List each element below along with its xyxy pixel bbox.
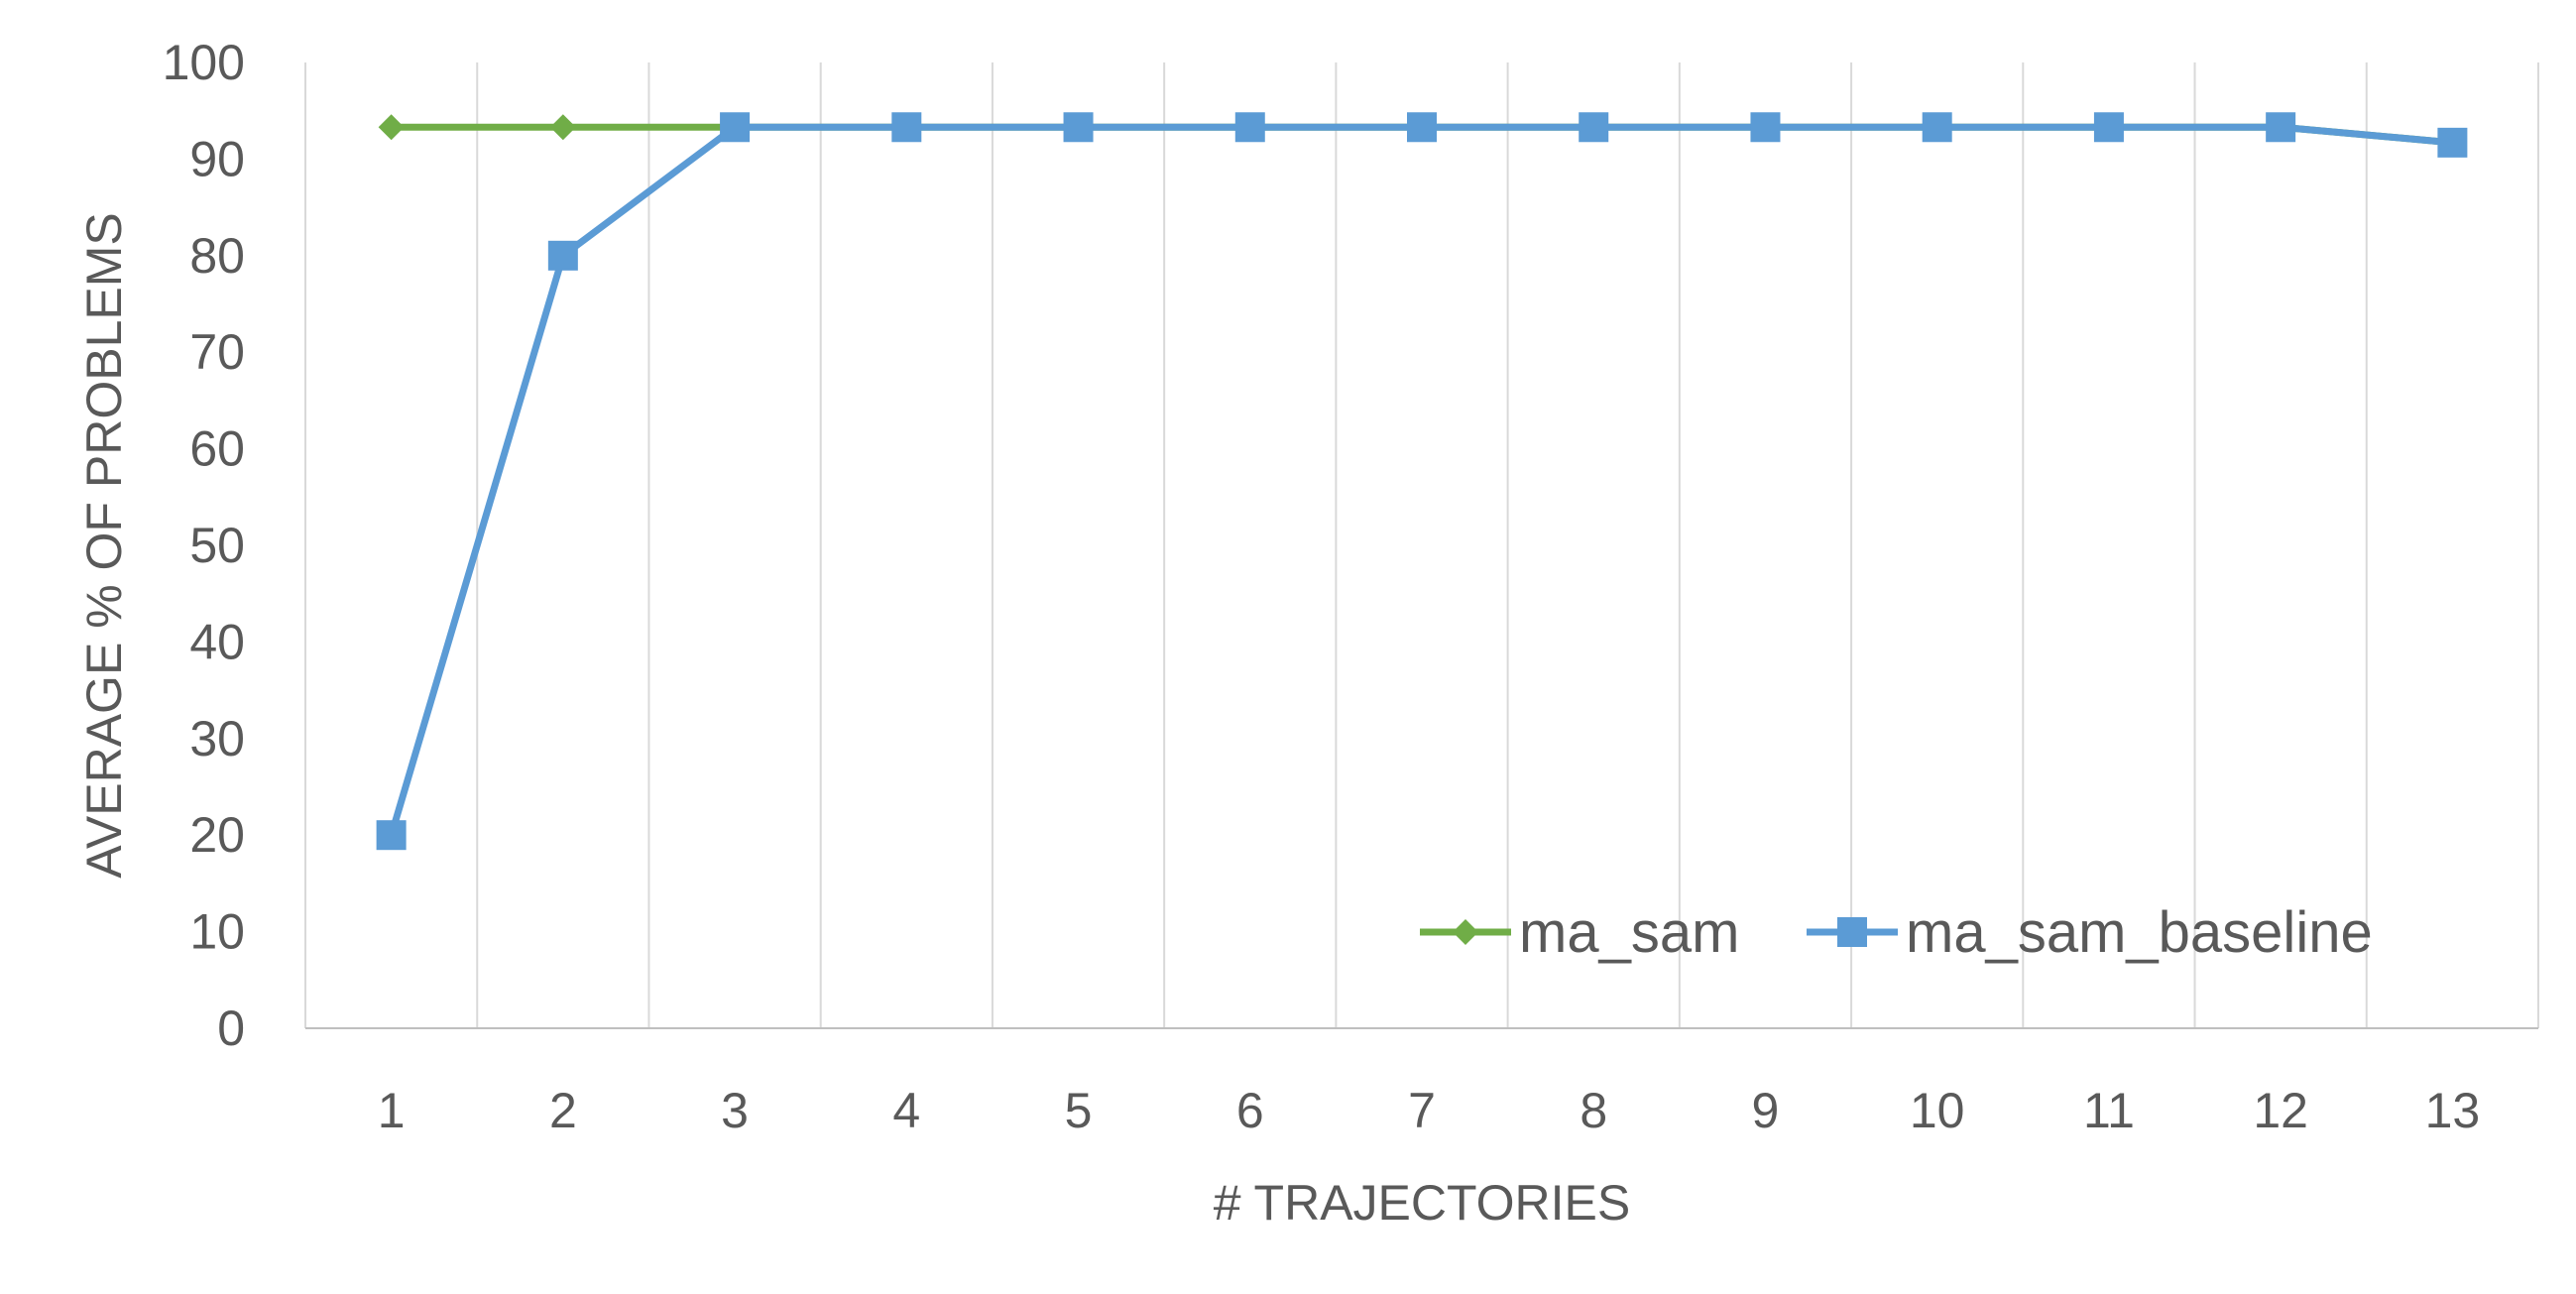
data-point — [2266, 112, 2296, 143]
legend-marker — [1837, 917, 1867, 947]
y-axis-title: AVERAGE % OF PROBLEMS — [76, 212, 132, 878]
data-point — [1063, 112, 1094, 143]
data-point — [891, 112, 922, 143]
y-tick-label: 20 — [189, 807, 245, 863]
x-tick-label: 12 — [2253, 1083, 2308, 1138]
x-axis-title: # TRAJECTORIES — [1214, 1175, 1630, 1231]
legend: ma_sam ma_sam_baseline — [1420, 900, 2373, 965]
y-tick-label: 50 — [189, 518, 245, 573]
data-point — [549, 114, 576, 141]
y-tick-label: 60 — [189, 421, 245, 477]
series-ma_sam_baseline — [376, 112, 2468, 851]
legend-label: ma_sam — [1519, 900, 1739, 965]
legend-item: ma_sam — [1420, 900, 1739, 965]
x-tick-label: 8 — [1580, 1083, 1607, 1138]
legend-marker — [1453, 919, 1478, 945]
x-tick-label: 4 — [892, 1083, 920, 1138]
data-point — [1234, 112, 1265, 143]
y-tick-label: 40 — [189, 614, 245, 669]
data-point — [1922, 112, 1952, 143]
x-tick-label: 3 — [721, 1083, 749, 1138]
data-point — [547, 240, 578, 271]
y-tick-label: 100 — [163, 35, 245, 90]
legend-item: ma_sam_baseline — [1807, 900, 2373, 965]
y-tick-label: 30 — [189, 711, 245, 766]
y-tick-label: 70 — [189, 324, 245, 380]
x-tick-label: 6 — [1236, 1083, 1264, 1138]
data-point — [1407, 112, 1437, 143]
x-tick-label: 2 — [549, 1083, 577, 1138]
data-point — [1750, 112, 1781, 143]
data-point — [2093, 112, 2124, 143]
data-point — [2437, 127, 2468, 158]
grid-lines — [304, 62, 2539, 1028]
x-tick-label: 1 — [378, 1083, 406, 1138]
x-tick-label: 5 — [1065, 1083, 1093, 1138]
legend-label: ma_sam_baseline — [1906, 900, 2373, 965]
data-point — [376, 820, 407, 851]
x-tick-label: 13 — [2425, 1083, 2481, 1138]
data-point — [720, 112, 751, 143]
y-tick-label: 0 — [217, 1000, 245, 1056]
x-tick-label: 9 — [1752, 1083, 1780, 1138]
y-tick-label: 90 — [189, 131, 245, 186]
data-point — [378, 114, 405, 141]
y-tick-label: 10 — [189, 904, 245, 960]
x-tick-label: 7 — [1408, 1083, 1436, 1138]
data-point — [1579, 112, 1609, 143]
x-tick-label: 10 — [1910, 1083, 1965, 1138]
series-layer — [376, 112, 2468, 851]
x-tick-label: 11 — [2083, 1083, 2135, 1138]
y-tick-label: 80 — [189, 228, 245, 284]
series-line — [388, 123, 2453, 837]
